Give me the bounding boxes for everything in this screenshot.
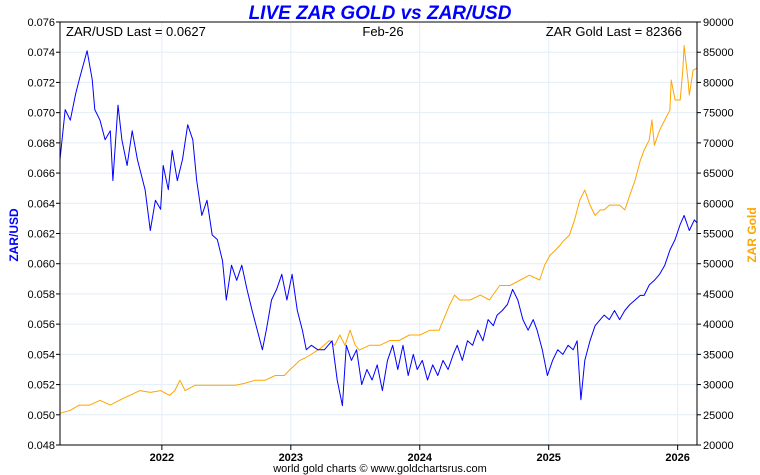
y-right-tick-label: 30000	[703, 380, 734, 392]
y-left-tick-label: 0.066	[27, 168, 55, 180]
y-left-tick-label: 0.070	[27, 108, 55, 120]
y-right-tick-label: 60000	[703, 198, 734, 210]
y-right-tick-label: 45000	[703, 289, 734, 301]
y-left-tick-label: 0.050	[27, 410, 55, 422]
y-left-tick-label: 0.058	[27, 289, 55, 301]
x-tick-label: 2024	[408, 452, 433, 464]
y-left-tick-label: 0.062	[27, 229, 55, 241]
zar-gold-series-line	[59, 45, 698, 414]
y-right-tick-label: 70000	[703, 138, 734, 150]
y-right-tick-label: 65000	[703, 168, 734, 180]
series-lines	[59, 45, 698, 414]
y-right-tick-label: 85000	[703, 47, 734, 59]
y-left-tick-label: 0.060	[27, 259, 55, 271]
grid	[60, 22, 697, 445]
x-tick-label: 2026	[665, 452, 689, 464]
y-right-tick-label: 80000	[703, 77, 734, 89]
y-right-tick-label: 25000	[703, 410, 734, 422]
date-annotation: Feb-26	[362, 24, 403, 39]
y-left-tick-label: 0.052	[27, 380, 55, 392]
chart-title: LIVE ZAR GOLD vs ZAR/USD	[249, 3, 512, 24]
zarusd-last-annotation: ZAR/USD Last = 0.0627	[66, 24, 206, 39]
y-left-tick-label: 0.072	[27, 77, 55, 89]
y-right-tick-label: 90000	[703, 17, 734, 29]
left-axis-label: ZAR/USD	[7, 208, 21, 262]
zarusd-series-line	[59, 50, 698, 407]
x-tick-label: 2023	[279, 452, 303, 464]
y-left-tick-label: 0.076	[27, 17, 55, 29]
axis-ticks: 2022 2023 2024 2025 2026 0.048 0.050 0.052 0.054…	[27, 17, 733, 464]
y-right-tick-label: 40000	[703, 319, 734, 331]
y-right-tick-label: 50000	[703, 259, 734, 271]
y-right-tick-label: 75000	[703, 108, 734, 120]
y-right-tick-label: 35000	[703, 349, 734, 361]
y-right-tick-label: 55000	[703, 229, 734, 241]
y-left-tick-label: 0.064	[27, 198, 55, 210]
right-axis-label: ZAR Gold	[745, 207, 759, 262]
y-right-tick-label: 20000	[703, 440, 734, 452]
y-left-tick-label: 0.068	[27, 138, 55, 150]
y-left-tick-label: 0.074	[27, 47, 55, 59]
gold-last-annotation: ZAR Gold Last = 82366	[546, 24, 682, 39]
x-tick-label: 2022	[150, 452, 174, 464]
y-left-tick-label: 0.056	[27, 319, 55, 331]
y-left-tick-label: 0.048	[27, 440, 55, 452]
footer-credit: world gold charts © www.goldchartsrus.co…	[272, 463, 487, 475]
x-tick-label: 2025	[536, 452, 560, 464]
y-left-tick-label: 0.054	[27, 349, 55, 361]
